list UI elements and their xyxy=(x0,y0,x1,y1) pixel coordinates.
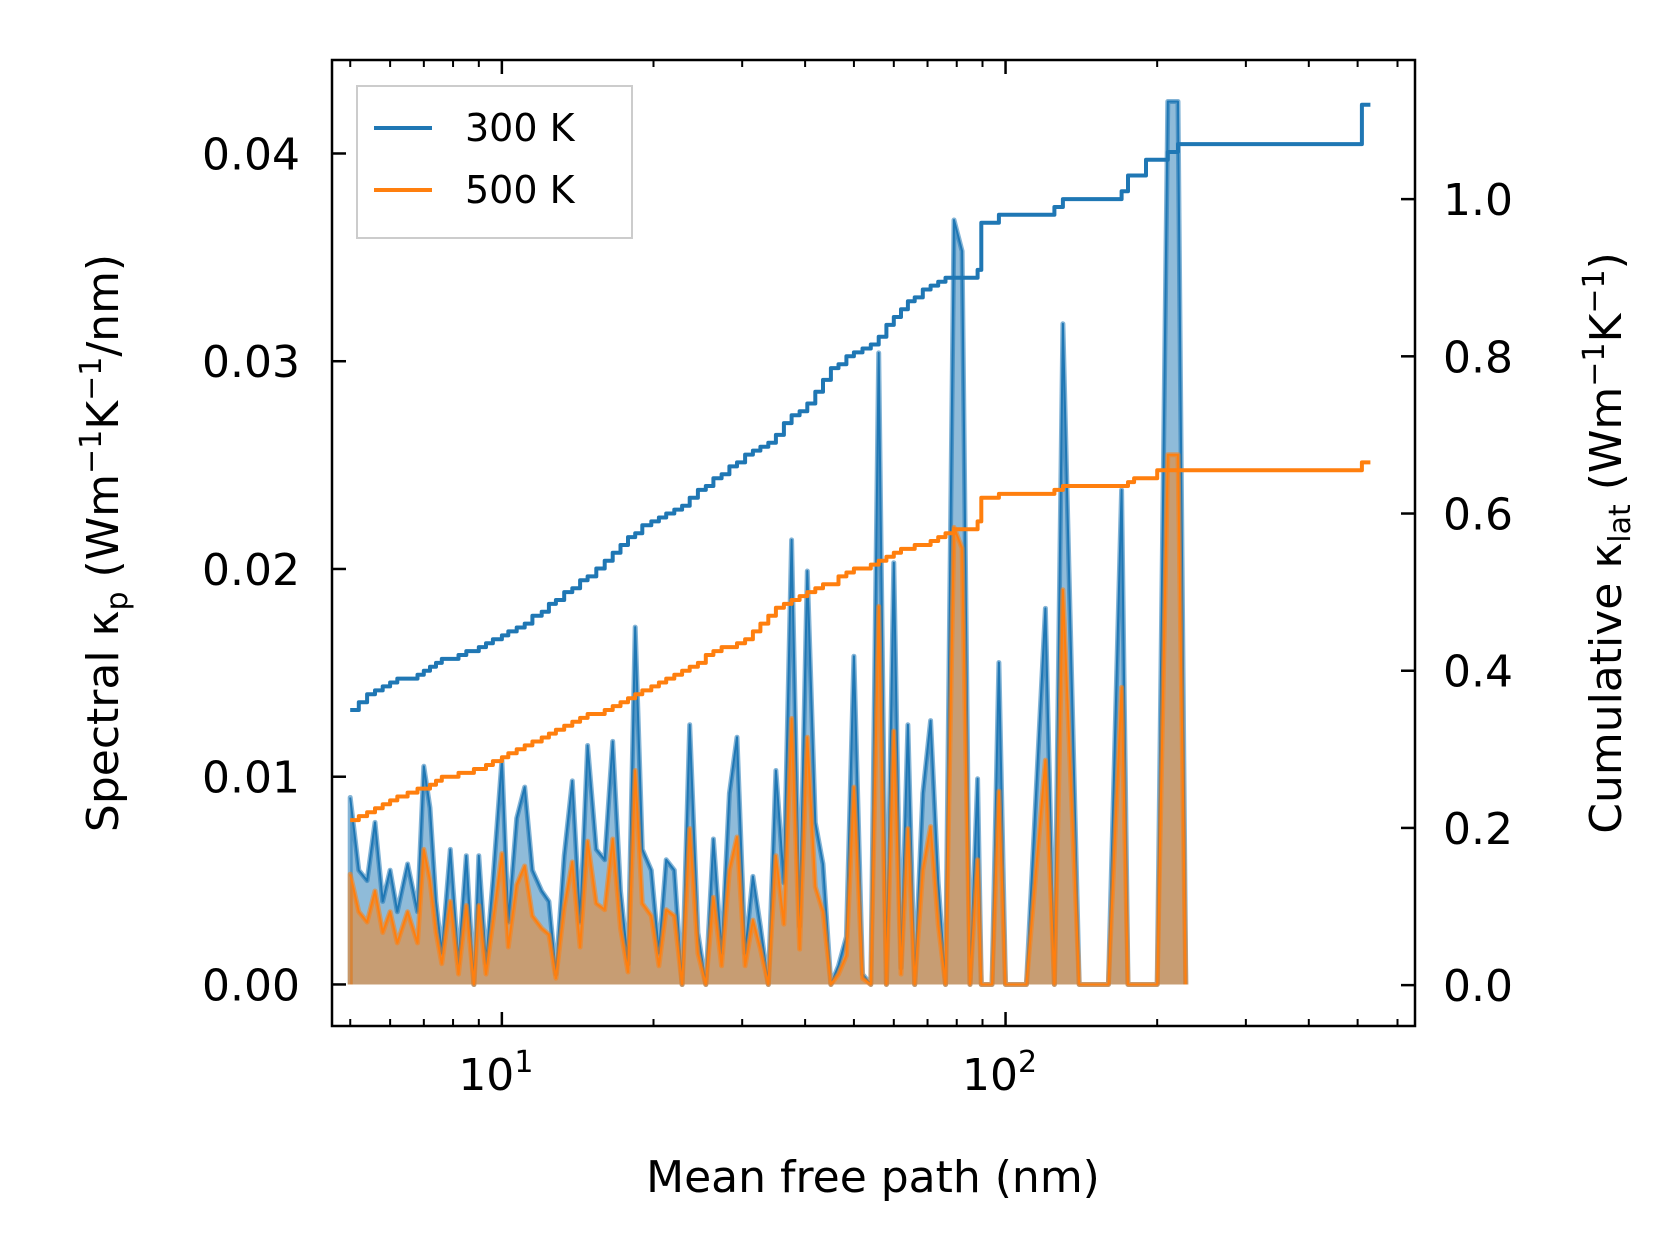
y-left-axis-title: Spectral κp (Wm−1K−1/nm) xyxy=(74,254,135,832)
y-right-tick-label: 0.4 xyxy=(1443,647,1513,698)
y-right-title-sub: lat xyxy=(1603,504,1638,543)
y-left-tick-label: 0.02 xyxy=(202,545,300,596)
y-left-title-main: Spectral κ xyxy=(78,611,129,833)
y-left-title-units-close: /nm) xyxy=(78,254,129,357)
legend-label-300k: 300 K xyxy=(465,106,576,150)
y-left-title-units-open: (Wm xyxy=(78,474,129,592)
y-left-tick-label: 0.03 xyxy=(202,337,300,388)
legend-label-500k: 500 K xyxy=(465,168,576,212)
y-left-title-sub: p xyxy=(100,591,135,610)
y-right-tick-label: 0.8 xyxy=(1443,332,1513,383)
y-right-tick-label: 0.0 xyxy=(1443,961,1513,1012)
y-right-tick-label: 0.6 xyxy=(1443,490,1513,541)
y-right-axis-title-text: Cumulative κlat (Wm−1K−1) xyxy=(1577,252,1638,834)
y-left-tick-label: 0.04 xyxy=(202,129,300,180)
legend: 300 K 500 K xyxy=(357,86,632,238)
y-left-axis-title-text: Spectral κp (Wm−1K−1/nm) xyxy=(74,254,135,832)
x-axis-title: Mean free path (nm) xyxy=(646,1152,1100,1203)
y-right-title-mid: K xyxy=(1581,312,1632,342)
y-left-tick-label: 0.01 xyxy=(202,753,300,804)
chart: 101 1020.000.010.020.030.040.00.20.40.60.… xyxy=(0,0,1679,1254)
y-right-tick-label: 0.2 xyxy=(1443,804,1513,855)
y-left-title-exp2: −1 xyxy=(74,357,109,401)
y-right-title-units-close: ) xyxy=(1581,252,1632,269)
chart-background xyxy=(0,0,1679,1254)
y-right-axis-title: Cumulative κlat (Wm−1K−1) xyxy=(1577,252,1638,834)
y-right-title-exp1: −1 xyxy=(1577,342,1612,386)
y-right-title-exp2: −1 xyxy=(1577,269,1612,313)
y-left-title-exp1: −1 xyxy=(74,430,109,474)
y-right-title-units-open: (Wm xyxy=(1581,387,1632,505)
y-right-tick-label: 1.0 xyxy=(1443,175,1513,226)
y-left-tick-label: 0.00 xyxy=(202,960,300,1011)
y-right-title-main: Cumulative κ xyxy=(1581,543,1632,834)
y-left-title-mid: K xyxy=(78,400,129,430)
